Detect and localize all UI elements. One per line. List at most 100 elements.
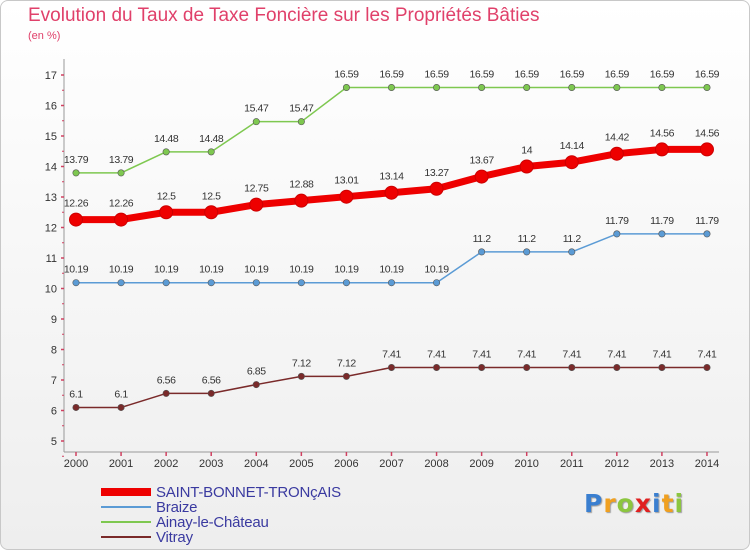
x-tick-label: 2014 (695, 458, 719, 470)
data-point (523, 248, 531, 256)
data-point (249, 197, 264, 212)
data-point (478, 84, 486, 92)
data-label: 10.19 (379, 264, 404, 276)
data-label: 7.41 (382, 348, 401, 360)
data-point (564, 155, 579, 170)
data-point (613, 363, 621, 371)
data-point (297, 118, 305, 126)
data-label: 7.41 (607, 348, 626, 360)
data-label: 7.41 (652, 348, 671, 360)
legend-swatch (101, 521, 151, 523)
data-point (478, 248, 486, 256)
logo-letter: x (634, 489, 652, 518)
data-point (433, 84, 441, 92)
data-point (159, 205, 174, 220)
data-label: 7.12 (292, 357, 311, 369)
data-point (72, 403, 80, 411)
series-line (75, 86, 708, 174)
data-point (699, 142, 714, 157)
x-tick-label: 2010 (514, 458, 538, 470)
data-point (384, 185, 399, 200)
data-label: 7.12 (337, 357, 356, 369)
data-point (207, 389, 215, 397)
data-label: 7.41 (562, 348, 581, 360)
data-label: 12.26 (64, 198, 89, 210)
data-label: 14.42 (605, 132, 630, 144)
x-tick-label: 2012 (605, 458, 629, 470)
data-label: 16.59 (560, 69, 585, 81)
data-point (613, 230, 621, 238)
data-label: 7.41 (517, 348, 536, 360)
data-label: 10.19 (64, 264, 89, 276)
data-label: 11.79 (650, 215, 674, 227)
x-tick-label: 2011 (560, 458, 584, 470)
data-label: 14.56 (650, 127, 675, 139)
data-point (433, 279, 441, 287)
data-point (339, 189, 354, 204)
x-tick-label: 2008 (424, 458, 448, 470)
data-point (204, 205, 219, 220)
legend-label: Ainay-le-Château (156, 514, 269, 531)
x-tick-label: 2006 (334, 458, 358, 470)
chart-title: Evolution du Taux de Taxe Foncière sur l… (28, 5, 540, 26)
data-label: 11.79 (695, 215, 719, 227)
data-label: 12.88 (289, 179, 314, 191)
y-tick-label: 6 (51, 406, 57, 418)
y-tick-label: 10 (45, 284, 57, 296)
data-point (294, 193, 309, 208)
proxiti-logo: Proxiti (584, 489, 684, 518)
logo-letter: i (674, 489, 685, 518)
data-label: 12.75 (244, 183, 269, 195)
data-point (114, 212, 129, 227)
data-point (252, 381, 260, 389)
legend-swatch (101, 536, 151, 538)
data-label: 10.19 (334, 264, 359, 276)
data-point (433, 363, 441, 371)
data-point (568, 84, 576, 92)
data-label: 11.2 (518, 233, 537, 245)
x-tick-label: 2002 (154, 458, 178, 470)
data-point (342, 84, 350, 92)
data-label: 12.5 (202, 190, 221, 202)
data-point (703, 230, 711, 238)
data-label: 10.19 (244, 264, 269, 276)
data-label: 11.2 (473, 233, 492, 245)
data-point (207, 279, 215, 287)
data-label: 12.5 (157, 190, 176, 202)
data-point (342, 279, 350, 287)
legend-label: Braize (156, 499, 198, 516)
y-tick-label: 9 (51, 314, 57, 326)
logo-letter: P (584, 489, 604, 518)
data-label: 7.41 (472, 348, 491, 360)
x-tick-label: 2003 (199, 458, 223, 470)
data-label: 14.56 (695, 127, 720, 139)
data-point (474, 169, 489, 184)
data-label: 6.56 (202, 374, 221, 386)
y-tick-label: 17 (45, 70, 57, 82)
y-tick-label: 5 (51, 436, 57, 448)
chart-subtitle: (en %) (28, 30, 61, 42)
data-point (613, 84, 621, 92)
data-point (658, 84, 666, 92)
data-label: 7.41 (427, 348, 446, 360)
data-label: 10.19 (154, 264, 179, 276)
data-point (658, 363, 666, 371)
data-point (72, 169, 80, 177)
legend-label: Vitray (156, 529, 193, 546)
y-tick-label: 14 (45, 162, 57, 174)
data-label: 16.59 (650, 69, 675, 81)
y-tick-label: 13 (45, 192, 57, 204)
data-point (387, 363, 395, 371)
data-point (162, 148, 170, 156)
data-label: 13.01 (334, 175, 359, 187)
data-point (117, 169, 125, 177)
data-point (252, 118, 260, 126)
data-label: 16.59 (334, 69, 359, 81)
x-tick-label: 2013 (650, 458, 674, 470)
data-label: 6.1 (69, 388, 83, 400)
data-label: 14.14 (560, 140, 585, 152)
y-tick-label: 16 (45, 101, 57, 113)
data-point (387, 279, 395, 287)
legend-swatch (101, 488, 151, 496)
data-point (342, 372, 350, 380)
